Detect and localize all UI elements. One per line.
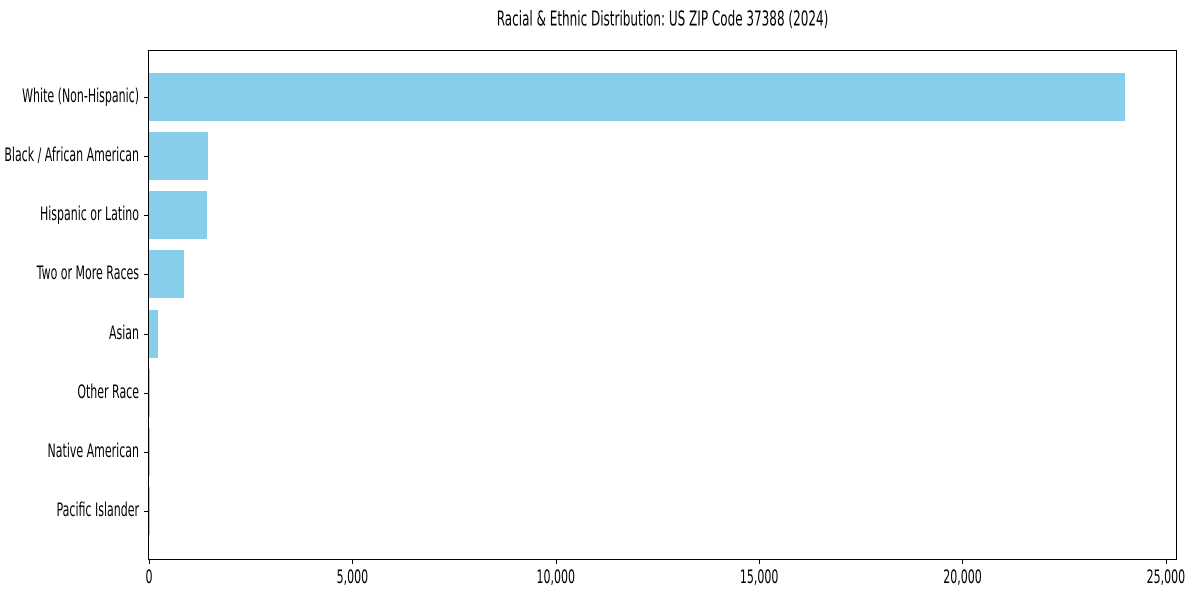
bar-black-african-american — [149, 132, 208, 181]
x-tick-label: 15,000 — [740, 566, 779, 588]
y-tick — [144, 156, 148, 157]
category-label-pacific-islander: Pacific Islander — [0, 499, 139, 521]
category-label-black-african-american: Black / African American — [0, 144, 139, 166]
category-label-text: White (Non-Hispanic) — [22, 85, 139, 108]
plot-area — [148, 50, 1177, 560]
x-tick-label-text: 5,000 — [336, 566, 369, 589]
bar-native-american — [149, 427, 150, 476]
category-label-text: Other Race — [77, 380, 139, 403]
x-tick-label-text: 25,000 — [1146, 566, 1186, 589]
category-label-white-non-hispanic: White (Non-Hispanic) — [0, 85, 139, 107]
x-tick-label: 20,000 — [943, 566, 982, 588]
y-tick — [144, 334, 148, 335]
x-tick-label-text: 15,000 — [739, 566, 779, 589]
category-label-hispanic-or-latino: Hispanic or Latino — [0, 203, 139, 225]
category-label-other-race: Other Race — [0, 381, 139, 403]
x-tick-label-text: 20,000 — [943, 566, 982, 589]
category-label-asian: Asian — [0, 322, 139, 344]
category-label-text: Hispanic or Latino — [39, 203, 139, 226]
bar-two-or-more-races — [149, 250, 184, 299]
x-tick-label: 25,000 — [1147, 566, 1186, 588]
y-tick — [144, 452, 148, 453]
chart-title: Racial & Ethnic Distribution: US ZIP Cod… — [148, 7, 1177, 31]
bar-asian — [149, 309, 158, 358]
category-label-two-or-more-races: Two or More Races — [0, 263, 139, 285]
x-tick-label: 5,000 — [337, 566, 369, 588]
category-label-text: Native American — [47, 439, 139, 463]
chart-title-text: Racial & Ethnic Distribution: US ZIP Cod… — [496, 7, 829, 31]
x-tick-label: 0 — [146, 566, 153, 588]
category-label-text: Two or More Races — [36, 262, 139, 285]
y-tick — [144, 511, 148, 512]
bar-hispanic-or-latino — [149, 191, 207, 240]
x-tick — [149, 560, 150, 564]
x-tick — [352, 560, 353, 564]
y-tick — [144, 215, 148, 216]
category-label-text: Black / African American — [4, 144, 139, 167]
x-tick-label-text: 0 — [145, 566, 153, 589]
y-tick — [144, 393, 148, 394]
x-tick-label: 10,000 — [536, 566, 575, 588]
x-tick-label-text: 10,000 — [536, 566, 575, 589]
bar-white-non-hispanic — [149, 73, 1126, 121]
x-tick — [1166, 560, 1167, 564]
x-tick — [759, 560, 760, 564]
x-tick — [556, 560, 557, 564]
category-label-text: Pacific Islander — [56, 499, 139, 522]
category-label-native-american: Native American — [0, 440, 139, 462]
bar-other-race — [149, 368, 151, 417]
y-tick — [144, 274, 148, 275]
x-tick — [962, 560, 963, 564]
category-label-text: Asian — [108, 321, 139, 344]
y-tick — [144, 97, 148, 98]
